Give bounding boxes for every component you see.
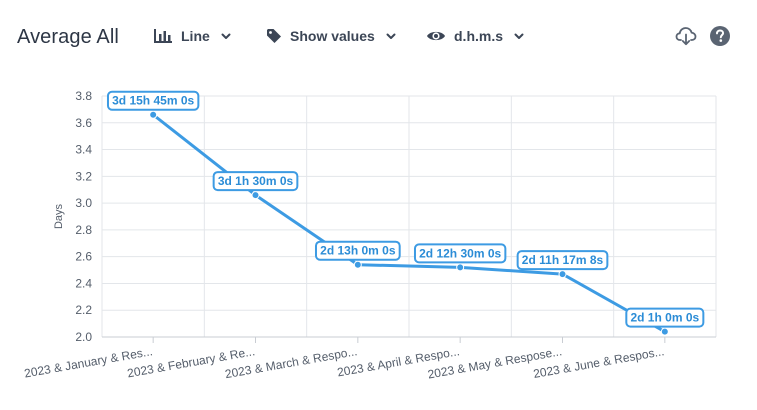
cloud-download-icon[interactable] [675,25,697,47]
y-tick-label: 2.8 [75,223,92,237]
data-label-text: 2d 1h 0m 0s [630,311,699,325]
y-tick-label: 3.4 [75,143,92,157]
data-label-text: 3d 1h 30m 0s [218,174,294,188]
help-circle-icon[interactable] [709,25,731,47]
y-tick-label: 3.2 [75,169,92,183]
format-label: d.h.m.s [454,28,504,44]
y-axis-title: Days [53,203,65,229]
data-label-text: 2d 13h 0m 0s [320,244,396,258]
data-label: 3d 15h 45m 0s [106,90,200,111]
y-tick-label: 2.0 [75,330,92,344]
format-dropdown[interactable]: d.h.m.s [426,25,525,47]
data-label: 2d 12h 30m 0s [413,243,507,264]
chart-type-label: Line [181,28,210,44]
chart-type-dropdown[interactable]: Line [153,25,232,47]
y-tick-label: 2.2 [75,303,92,317]
data-label-text: 3d 15h 45m 0s [112,94,194,108]
eye-icon [426,28,446,44]
data-point[interactable] [353,260,362,269]
data-label: 2d 13h 0m 0s [314,240,401,261]
y-tick-label: 2.4 [75,276,92,290]
data-label-box [413,243,507,264]
data-label-box [212,171,299,192]
y-tick-label: 2.6 [75,250,92,264]
data-label-text: 2d 11h 17m 8s [522,253,604,267]
data-label-box [625,307,705,328]
show-values-label: Show values [290,28,375,44]
data-point[interactable] [456,263,465,272]
data-point[interactable] [558,270,567,279]
data-label: 2d 11h 17m 8s [516,250,609,271]
chart-header: Average All Line Show values [0,0,757,72]
chevron-down-icon [220,30,232,42]
y-tick-label: 3.6 [75,116,92,130]
data-label-box [516,250,609,271]
tag-icon [266,28,282,44]
chevron-down-icon [513,30,525,42]
data-label-text: 2d 12h 30m 0s [419,246,501,260]
data-point[interactable] [149,110,158,119]
y-tick-label: 3.0 [75,196,92,210]
show-values-dropdown[interactable]: Show values [266,25,397,47]
data-label: 3d 1h 30m 0s [212,171,299,192]
data-labels: 3d 15h 45m 0s 3d 1h 30m 0s 2d 13h 0m 0s 2d … [106,90,705,328]
data-label-box [314,240,401,261]
data-point[interactable] [660,327,669,336]
chart-title: Average All [17,26,119,48]
grid [101,95,717,338]
data-label: 2d 1h 0m 0s [625,307,705,328]
bar-chart-icon [153,28,173,44]
data-label-box [106,90,200,111]
chevron-down-icon [385,30,397,42]
data-point[interactable] [251,191,260,200]
y-tick-label: 3.8 [75,89,92,103]
